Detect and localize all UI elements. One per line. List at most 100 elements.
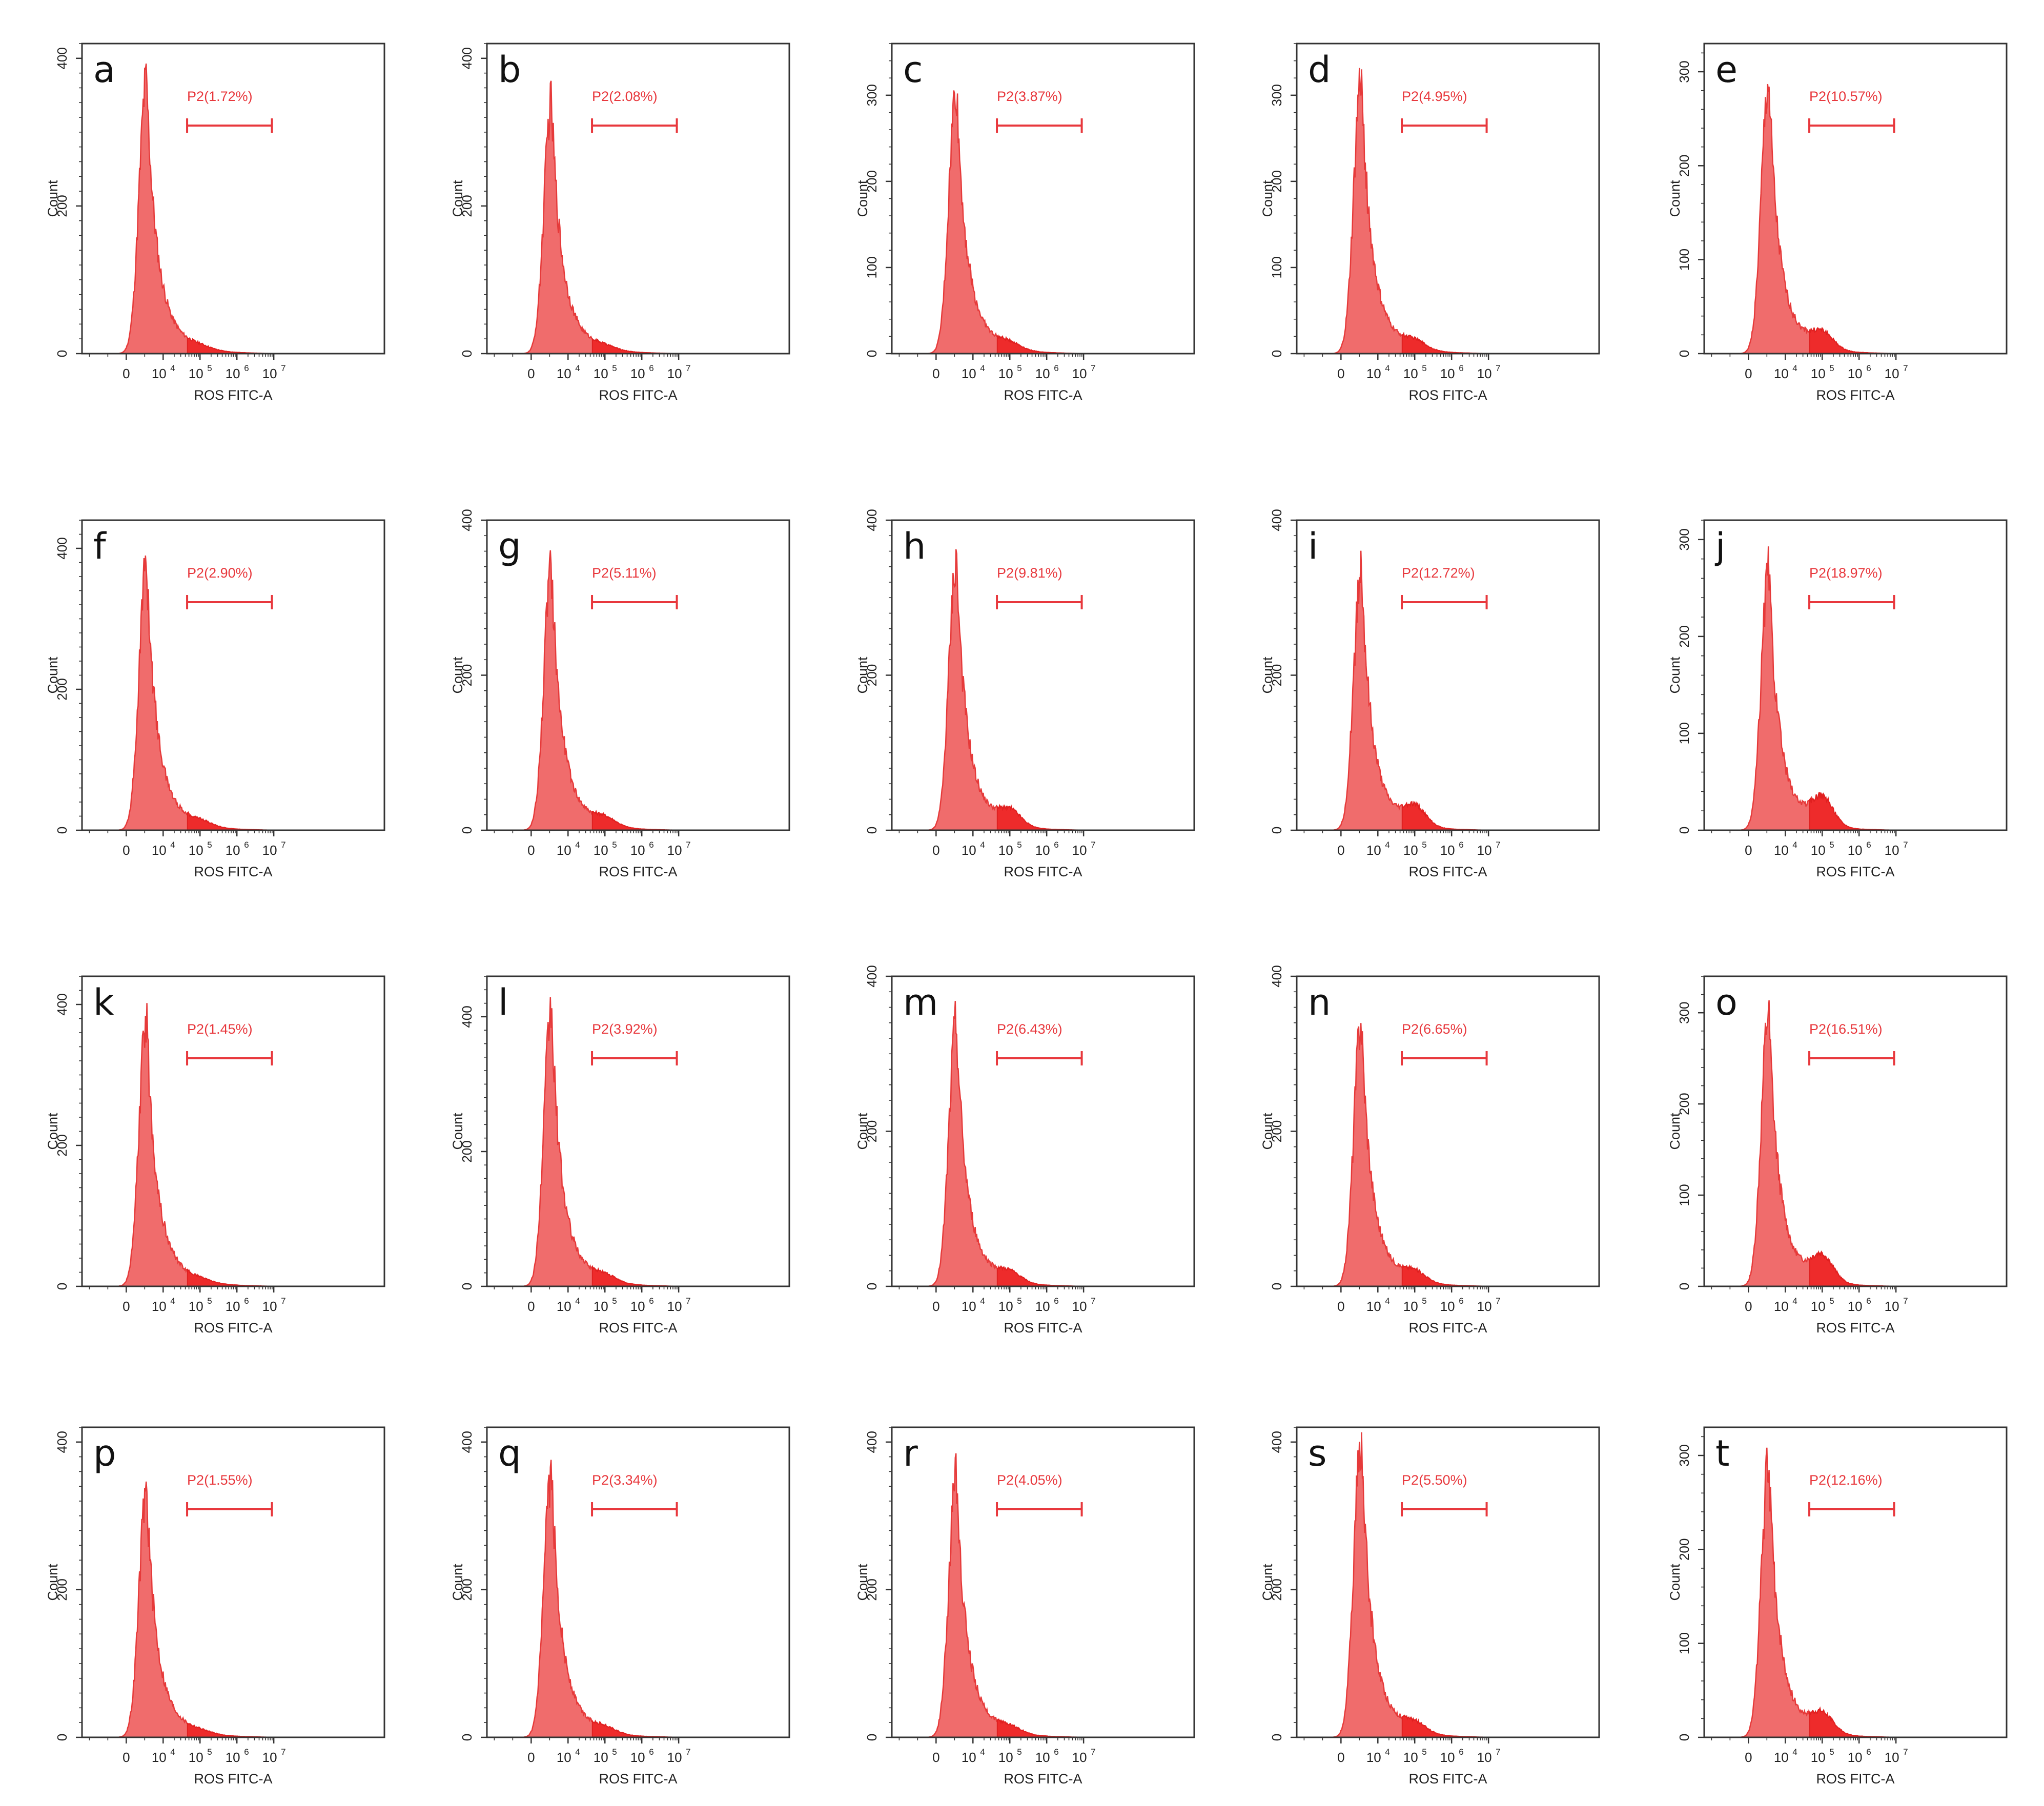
x-tick-exponent: 4	[1385, 363, 1389, 373]
histogram-svg-q: 0 200 400 Count 0 10 4 10 5 10 6 10 7 ROS FITC-A q P2(3…	[450, 1426, 790, 1787]
panel-letter: g	[498, 525, 521, 567]
x-tick-exponent: 5	[612, 1296, 617, 1306]
histogram-panel-t: 0 100 200 300 Count 0 10 4 10 5 10 6 10 7 ROS FITC-A t P…	[1648, 1414, 2013, 1799]
y-tick-label: 0	[864, 827, 880, 834]
plot-frame	[81, 1426, 385, 1738]
y-tick-label: 400	[459, 509, 475, 531]
plot-frame	[891, 43, 1195, 355]
y-axis-title: Count	[1260, 180, 1275, 217]
panel-letter: h	[903, 525, 926, 567]
x-tick-label: 10	[262, 366, 277, 381]
x-tick-label: 10	[1403, 1750, 1418, 1765]
x-tick-exponent: 6	[244, 1296, 249, 1306]
panel-letter: q	[498, 1432, 521, 1474]
x-tick-exponent: 7	[686, 1296, 690, 1306]
plot-frame	[891, 1426, 1195, 1738]
x-tick-label: 10	[1072, 1299, 1087, 1314]
x-axis-title: ROS FITC-A	[1004, 387, 1082, 403]
histogram-panel-i: 0 200 400 Count 0 10 4 10 5 10 6 10 7 ROS FITC-A i P2(1…	[1240, 507, 1605, 892]
x-tick-label: 10	[1885, 843, 1899, 858]
x-tick-label: 10	[557, 843, 571, 858]
gate-label: P2(3.34%)	[592, 1472, 658, 1488]
histogram-svg-m: 0 200 400 Count 0 10 4 10 5 10 6 10 7 ROS FITC-A m P2(6…	[855, 965, 1195, 1336]
y-axis-title: Count	[1667, 1113, 1683, 1150]
x-axis-title: ROS FITC-A	[1409, 387, 1487, 403]
y-axis-title: Count	[1667, 1564, 1683, 1601]
x-axis-title: ROS FITC-A	[194, 387, 273, 403]
y-tick-label: 400	[54, 1431, 70, 1453]
x-tick-label: 10	[1072, 843, 1087, 858]
x-tick-label: 10	[962, 1299, 976, 1314]
y-tick-label: 0	[54, 1734, 70, 1741]
gate-label: P2(3.92%)	[592, 1021, 658, 1037]
x-tick-label: 10	[1811, 366, 1826, 381]
x-tick-label: 10	[594, 843, 608, 858]
y-tick-label: 100	[1677, 1632, 1692, 1654]
histogram-panel-m: 0 200 400 Count 0 10 4 10 5 10 6 10 7 ROS FITC-A m P2(6…	[835, 963, 1200, 1348]
x-tick-label: 0	[122, 1299, 130, 1314]
x-tick-exponent: 4	[170, 1296, 175, 1306]
x-axis-title: ROS FITC-A	[1409, 864, 1487, 879]
y-tick-label: 200	[1677, 625, 1692, 647]
y-tick-label: 0	[459, 350, 475, 357]
x-tick-label: 10	[1848, 1299, 1863, 1314]
x-tick-label: 10	[189, 843, 203, 858]
x-tick-label: 10	[1774, 1299, 1789, 1314]
y-axis-title: Count	[1260, 1564, 1275, 1601]
gate-label: P2(18.97%)	[1809, 565, 1883, 581]
histogram-svg-i: 0 200 400 Count 0 10 4 10 5 10 6 10 7 ROS FITC-A i P2(1…	[1260, 509, 1600, 879]
plot-frame	[486, 975, 790, 1287]
x-tick-label: 10	[1774, 1750, 1789, 1765]
x-axis-title: ROS FITC-A	[599, 1320, 678, 1336]
histogram-panel-f: 0 200 400 Count 0 10 4 10 5 10 6 10 7 ROS FITC-A f P2(2…	[26, 507, 391, 892]
y-tick-label: 100	[1677, 1184, 1692, 1206]
y-tick-label: 400	[459, 1005, 475, 1028]
x-tick-label: 0	[527, 1299, 535, 1314]
x-tick-exponent: 4	[1792, 840, 1797, 850]
plot-frame	[891, 519, 1195, 831]
x-tick-label: 10	[630, 1299, 645, 1314]
x-tick-label: 10	[1774, 366, 1789, 381]
x-tick-label: 10	[557, 366, 571, 381]
histogram-panel-q: 0 200 400 Count 0 10 4 10 5 10 6 10 7 ROS FITC-A q P2(3…	[431, 1414, 795, 1799]
panel-letter: j	[1714, 525, 1725, 567]
panel-letter: a	[93, 49, 115, 91]
x-tick-exponent: 6	[649, 840, 653, 850]
y-tick-label: 0	[1269, 1734, 1284, 1741]
x-tick-label: 10	[1477, 1750, 1492, 1765]
y-tick-label: 200	[459, 664, 475, 686]
x-tick-label: 10	[1885, 1299, 1899, 1314]
x-tick-exponent: 4	[980, 1747, 985, 1757]
x-tick-label: 10	[152, 366, 167, 381]
y-tick-label: 400	[1269, 1431, 1284, 1453]
y-tick-label: 200	[1677, 155, 1692, 177]
y-tick-label: 0	[864, 350, 880, 357]
gate-label: P2(1.45%)	[187, 1021, 253, 1037]
plot-frame	[486, 43, 790, 355]
histogram-panel-j: 0 100 200 300 Count 0 10 4 10 5 10 6 10 7 ROS FITC-A j P…	[1648, 507, 2013, 892]
x-tick-label: 10	[226, 366, 240, 381]
y-tick-label: 200	[54, 1578, 70, 1600]
x-tick-exponent: 5	[1017, 840, 1021, 850]
x-tick-exponent: 5	[1422, 363, 1426, 373]
y-tick-label: 300	[1677, 1001, 1692, 1023]
x-tick-label: 0	[932, 366, 939, 381]
x-tick-label: 0	[1337, 366, 1344, 381]
histogram-svg-l: 0 200 400 Count 0 10 4 10 5 10 6 10 7 ROS FITC-A l P2(3…	[450, 975, 790, 1336]
x-tick-exponent: 5	[612, 840, 617, 850]
x-tick-label: 10	[1403, 1299, 1418, 1314]
x-tick-exponent: 5	[1422, 840, 1426, 850]
x-tick-exponent: 5	[207, 840, 212, 850]
x-tick-exponent: 6	[1866, 1747, 1871, 1757]
y-tick-label: 300	[1677, 60, 1692, 83]
gate-label: P2(12.16%)	[1809, 1472, 1883, 1488]
x-tick-label: 10	[1811, 1750, 1826, 1765]
y-tick-label: 300	[1269, 84, 1284, 106]
y-tick-label: 0	[1677, 1734, 1692, 1741]
x-tick-label: 10	[998, 1299, 1013, 1314]
x-tick-exponent: 5	[612, 363, 617, 373]
x-tick-exponent: 7	[1903, 1296, 1908, 1306]
x-tick-exponent: 7	[686, 1747, 690, 1757]
